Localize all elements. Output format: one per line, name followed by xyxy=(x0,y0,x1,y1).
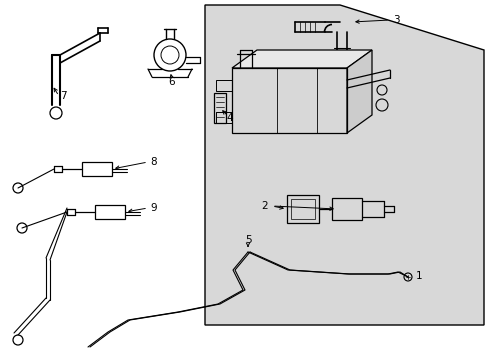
Polygon shape xyxy=(204,5,483,325)
Text: 1: 1 xyxy=(415,271,422,281)
Bar xyxy=(286,195,318,223)
Polygon shape xyxy=(231,50,371,68)
Bar xyxy=(216,80,231,91)
Bar xyxy=(95,205,125,219)
Bar xyxy=(231,68,346,133)
Bar xyxy=(290,199,314,219)
Text: 5: 5 xyxy=(244,235,251,245)
Bar xyxy=(331,198,361,220)
Bar xyxy=(216,112,231,123)
Text: 4: 4 xyxy=(226,113,233,123)
Text: 8: 8 xyxy=(150,157,156,167)
Text: 3: 3 xyxy=(392,15,399,25)
Polygon shape xyxy=(346,50,371,133)
Text: 2: 2 xyxy=(261,201,268,211)
Text: 7: 7 xyxy=(60,91,66,101)
Text: 9: 9 xyxy=(150,203,156,213)
Bar xyxy=(214,93,225,123)
Bar xyxy=(82,162,112,176)
Text: 6: 6 xyxy=(168,77,175,87)
